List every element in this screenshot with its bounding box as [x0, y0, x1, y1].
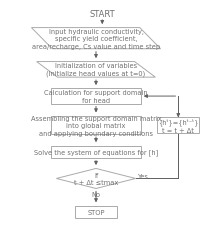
- Bar: [51, 89, 141, 104]
- Text: Yes: Yes: [138, 173, 149, 179]
- Text: Input hydraulic conductivity,
specific yield coefficient,
area/recharge, Cs valu: Input hydraulic conductivity, specific y…: [32, 29, 160, 49]
- Polygon shape: [56, 169, 136, 189]
- Polygon shape: [31, 28, 161, 49]
- Bar: [51, 116, 141, 135]
- Text: Solve the system of equations for [h]: Solve the system of equations for [h]: [34, 149, 158, 155]
- Polygon shape: [37, 62, 155, 78]
- Text: Initialization of variables
(Initialize head values at t=0): Initialization of variables (Initialize …: [46, 63, 146, 77]
- Text: START: START: [89, 10, 115, 19]
- Text: Assembling the support domain matrix
into global matrix
and applying boundary co: Assembling the support domain matrix int…: [31, 115, 161, 136]
- Bar: [75, 206, 117, 218]
- Text: STOP: STOP: [87, 209, 105, 215]
- Bar: [51, 146, 141, 158]
- Text: Calculation for support domain
for head: Calculation for support domain for head: [44, 90, 148, 103]
- Text: {hᵗ}={hᵗ⁻ᵗ}
t = t + Δt: {hᵗ}={hᵗ⁻ᵗ} t = t + Δt: [158, 118, 199, 133]
- Text: No: No: [92, 191, 100, 197]
- Text: If
t + Δt ≤tmax: If t + Δt ≤tmax: [74, 172, 118, 185]
- Bar: [158, 118, 199, 133]
